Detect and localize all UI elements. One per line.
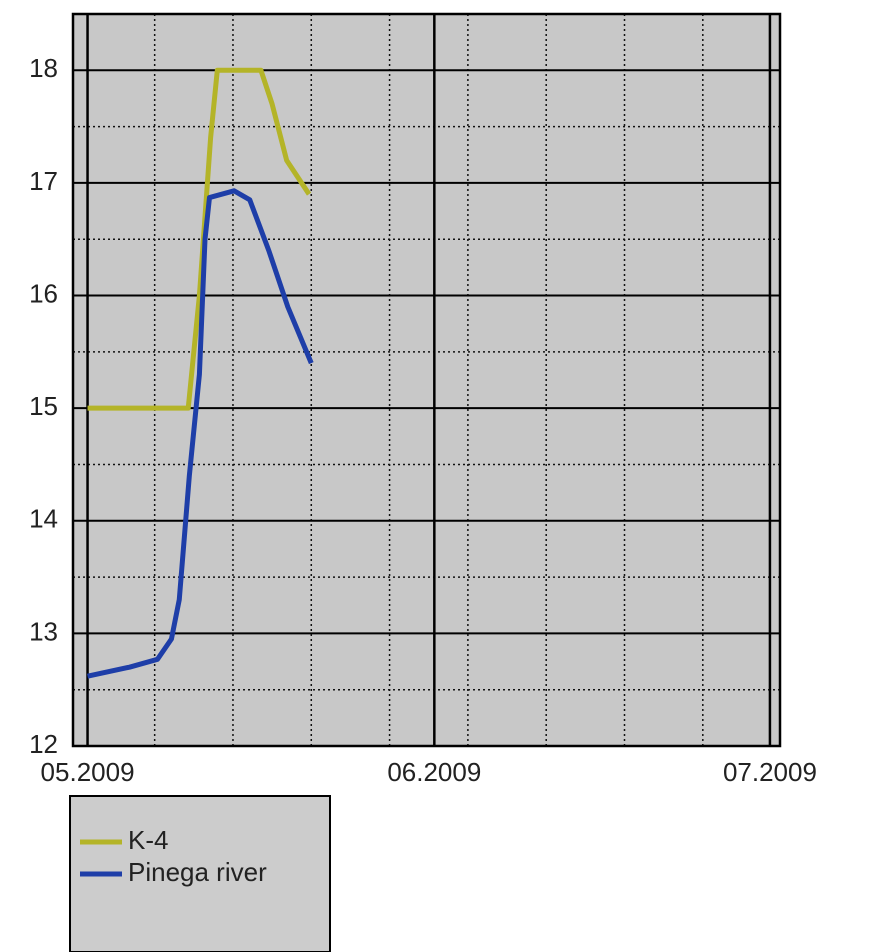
series-line — [87, 67, 312, 411]
x-tick-label: 07.2009 — [723, 757, 817, 787]
series-line — [87, 188, 314, 679]
legend-label: K-4 — [128, 825, 168, 855]
x-tick-label: 06.2009 — [387, 757, 481, 787]
y-tick-label: 14 — [29, 504, 58, 534]
y-tick-label: 12 — [29, 729, 58, 759]
y-tick-label: 16 — [29, 278, 58, 308]
y-tick-label: 17 — [29, 166, 58, 196]
y-tick-label: 15 — [29, 391, 58, 421]
legend-label: Pinega river — [128, 857, 267, 887]
plot-frame — [71, 12, 782, 748]
y-tick-label: 13 — [29, 616, 58, 646]
plot-area — [73, 14, 780, 746]
x-tick-label: 05.2009 — [41, 757, 135, 787]
y-tick-label: 18 — [29, 53, 58, 83]
